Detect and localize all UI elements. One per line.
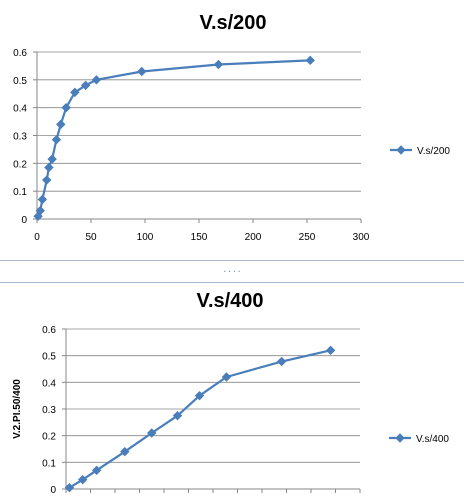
data-point [44,162,54,173]
data-point [37,194,48,205]
x-tick-label: 100 [137,232,154,243]
chart-title: V.s/200 [199,12,266,34]
data-point [80,80,91,91]
y-tick-label: 0.3 [13,132,27,143]
data-point [305,55,315,66]
x-tick-label: 150 [191,232,208,243]
y-tick-label: 0.2 [42,432,56,443]
legend-marker [396,145,406,155]
data-point [147,428,157,438]
data-point [77,474,88,485]
data-point [47,154,57,164]
data-point [70,87,80,98]
data-point [91,465,102,476]
data-point [51,134,62,145]
data-point [61,102,71,113]
data-point [194,390,205,401]
y-tick-label: 0.4 [42,378,56,389]
y-tick-label: 0.4 [13,104,27,115]
splitter-grip-icon[interactable]: .... [222,266,242,275]
y-tick-label: 0.5 [13,76,27,87]
y-tick-label: 0 [21,215,27,226]
y-tick-label: 0.5 [42,352,56,363]
y-tick-label: 0.6 [13,48,27,59]
data-point [91,75,102,85]
splitter-bottom-line [0,282,464,283]
series-line [37,59,311,217]
legend-label: V.s/400 [416,434,449,445]
data-point [56,119,66,130]
data-point [137,66,147,77]
y-tick-label: 0.6 [42,325,56,336]
x-tick-label: 50 [85,232,97,243]
x-tick-label: 250 [299,232,316,243]
data-point [42,175,52,185]
splitter-top-line [0,260,464,261]
y-tick-label: 0.2 [13,159,27,170]
x-tick-label: 200 [245,232,262,243]
data-point [276,356,287,367]
data-point [221,372,232,382]
series-line [68,349,331,489]
data-point [213,59,224,70]
pane-splitter[interactable]: .... [0,258,464,284]
y-axis-label: V.2.PI.50/400 [12,379,23,439]
y-tick-label: 0.3 [42,405,56,416]
y-tick-label: 0.1 [13,187,27,198]
data-point [35,205,45,216]
legend-marker [395,433,405,443]
x-tick-label: 0 [34,232,40,243]
chart-title: V.s/400 [196,290,263,312]
y-tick-label: 0 [50,485,56,496]
legend-label: V.s/200 [417,146,450,157]
y-tick-label: 0.1 [42,458,56,469]
data-point [325,345,336,356]
x-tick-label: 300 [353,232,370,243]
data-point [64,482,75,493]
data-point [172,410,183,421]
data-point [120,446,130,457]
